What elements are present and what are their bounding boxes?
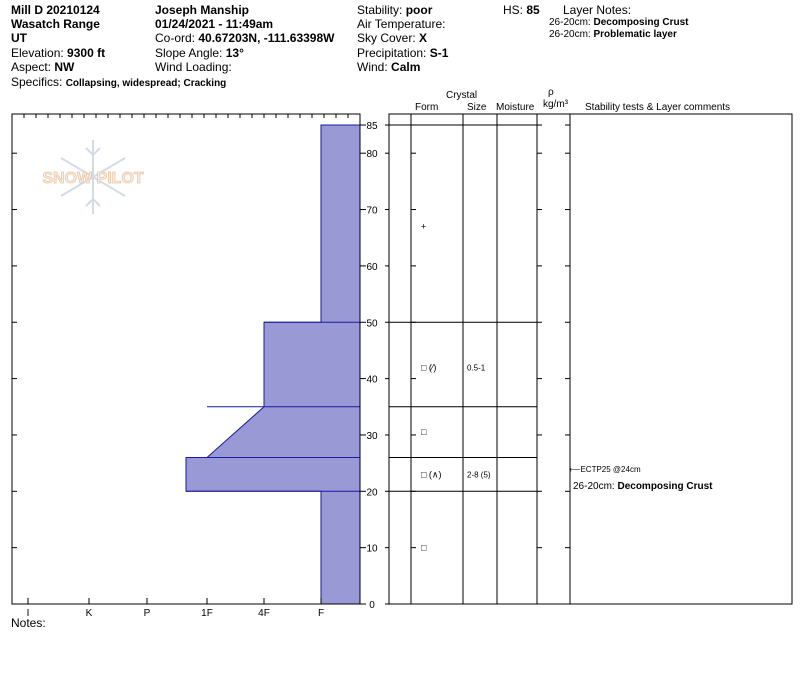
crystal-size: 0.5-1 — [467, 363, 486, 372]
hardness-plot-border — [11, 113, 361, 605]
state-name: UT — [11, 31, 27, 45]
precip-value: S-1 — [429, 46, 449, 60]
y-tick-label: 70 — [366, 206, 378, 217]
notes-label: Notes: — [11, 616, 46, 630]
crystal-table: 0 10 20 30 40 50 60 70 80 85 + □ (⁄) 0.5-1 □ □ (∧) 2-8 … — [360, 113, 793, 611]
crystal-form: □ — [421, 543, 427, 553]
specifics-value: Collapsing, widespread; Cracking — [65, 78, 227, 89]
layer-note-2-depth: 26-20cm: — [549, 29, 591, 40]
crystal-size: 2-8 (5) — [467, 470, 491, 479]
y-tick-label: 50 — [366, 318, 378, 329]
air-temp-row: Air Temperature: — [357, 17, 445, 31]
y-tick-label: 80 — [366, 149, 378, 160]
layer-note-1: 26-20cm: Decomposing Crust — [549, 17, 688, 29]
y-tick-label: 20 — [366, 487, 378, 498]
arrow-left-icon: ⟵ — [569, 465, 581, 474]
crystal-form: □ (∧) — [421, 469, 442, 479]
layer-comment-depth: 26-20cm: — [573, 481, 615, 492]
wind-row: Wind: Calm — [357, 60, 420, 74]
density-header: kg/m³ — [543, 99, 568, 110]
y-tick-label: 10 — [366, 544, 378, 555]
specifics-label: Specifics: — [11, 75, 63, 89]
x-tick-label: I — [27, 608, 30, 619]
coord-label: Co-ord: — [155, 31, 196, 45]
slope-row: Slope Angle: 13° — [155, 46, 244, 60]
y-tick-label: 0 — [369, 600, 375, 611]
hs-value: 85 — [526, 3, 540, 17]
hardness-profile — [185, 124, 361, 605]
wind-label: Wind: — [357, 60, 388, 74]
hardness-axis: I K P 1F 4F F — [11, 113, 361, 619]
observer-name: Joseph Manship — [155, 3, 250, 17]
table-border — [388, 113, 793, 605]
precip-label: Precipitation: — [357, 46, 427, 60]
crystal-form: □ (⁄) — [421, 362, 436, 372]
y-tick-label: 85 — [366, 121, 378, 132]
x-tick-label: 1F — [201, 608, 213, 619]
logo-text: SNOW PILOT — [42, 170, 144, 187]
coord-value: 40.67203N, -111.63398W — [198, 31, 335, 45]
sky-row: Sky Cover: X — [357, 31, 427, 45]
specifics-row: Specifics: Collapsing, widespread; Crack… — [11, 75, 226, 91]
size-header: Size — [467, 102, 487, 113]
hardness-fill — [185, 124, 361, 605]
y-tick-label: 60 — [366, 262, 378, 273]
x-tick-label: P — [144, 608, 151, 619]
elevation-label: Elevation: — [11, 46, 64, 60]
layer-note-2-text: Problematic layer — [593, 29, 677, 40]
test-result-text: ECTP25 @24cm — [580, 465, 641, 474]
aspect-row: Aspect: NW — [11, 60, 74, 74]
layer-comment-text: Decomposing Crust — [617, 481, 713, 492]
moisture-header: Moisture — [496, 102, 535, 113]
sky-label: Sky Cover: — [357, 31, 416, 45]
hs-label: HS: — [503, 3, 524, 17]
wind-loading-row: Wind Loading: — [155, 60, 232, 74]
form-header: Form — [415, 102, 439, 113]
slope-label: Slope Angle: — [155, 46, 223, 60]
x-tick-label: K — [86, 608, 93, 619]
crystal-form: □ — [421, 427, 427, 437]
test-result: ⟵ECTP25 @24cm — [569, 464, 641, 476]
comments-header: Stability tests & Layer comments — [585, 102, 731, 113]
x-tick-label: 4F — [258, 608, 270, 619]
hs-row: HS: 85 — [503, 3, 540, 17]
aspect-label: Aspect: — [11, 60, 52, 74]
slope-value: 13° — [225, 46, 244, 60]
site-title: Mill D 20210124 — [11, 3, 100, 17]
layer-note-1-depth: 26-20cm: — [549, 17, 591, 28]
air-temp-label: Air Temperature: — [357, 17, 446, 31]
snowflake-icon — [60, 140, 126, 214]
crystal-header: Crystal — [446, 90, 478, 101]
precip-row: Precipitation: S-1 — [357, 46, 448, 60]
obs-datetime: 01/24/2021 - 11:49am — [155, 17, 274, 31]
range-name: Wasatch Range — [11, 17, 100, 31]
aspect-value: NW — [54, 60, 75, 74]
layer-note-1-text: Decomposing Crust — [593, 17, 689, 28]
watermark-logo: SNOW PILOT — [42, 140, 144, 214]
stability-value: poor — [405, 3, 433, 17]
coord-row: Co-ord: 40.67203N, -111.63398W — [155, 31, 334, 45]
wind-loading-label: Wind Loading: — [155, 60, 232, 74]
rho-header: ρ — [548, 87, 554, 98]
layer-comment: 26-20cm: Decomposing Crust — [573, 480, 712, 494]
stability-row: Stability: poor — [357, 3, 432, 17]
sky-value: X — [419, 31, 428, 45]
crystal-form: + — [421, 221, 426, 231]
stability-label: Stability: — [357, 3, 403, 17]
x-tick-label: F — [318, 608, 324, 619]
elevation-value: 9300 ft — [67, 46, 106, 60]
y-tick-label: 40 — [366, 375, 378, 386]
y-tick-label: 30 — [366, 431, 378, 442]
layer-notes-label: Layer Notes: — [563, 3, 632, 17]
wind-value: Calm — [391, 60, 421, 74]
elevation-row: Elevation: 9300 ft — [11, 46, 105, 60]
layer-note-2: 26-20cm: Problematic layer — [549, 29, 677, 41]
